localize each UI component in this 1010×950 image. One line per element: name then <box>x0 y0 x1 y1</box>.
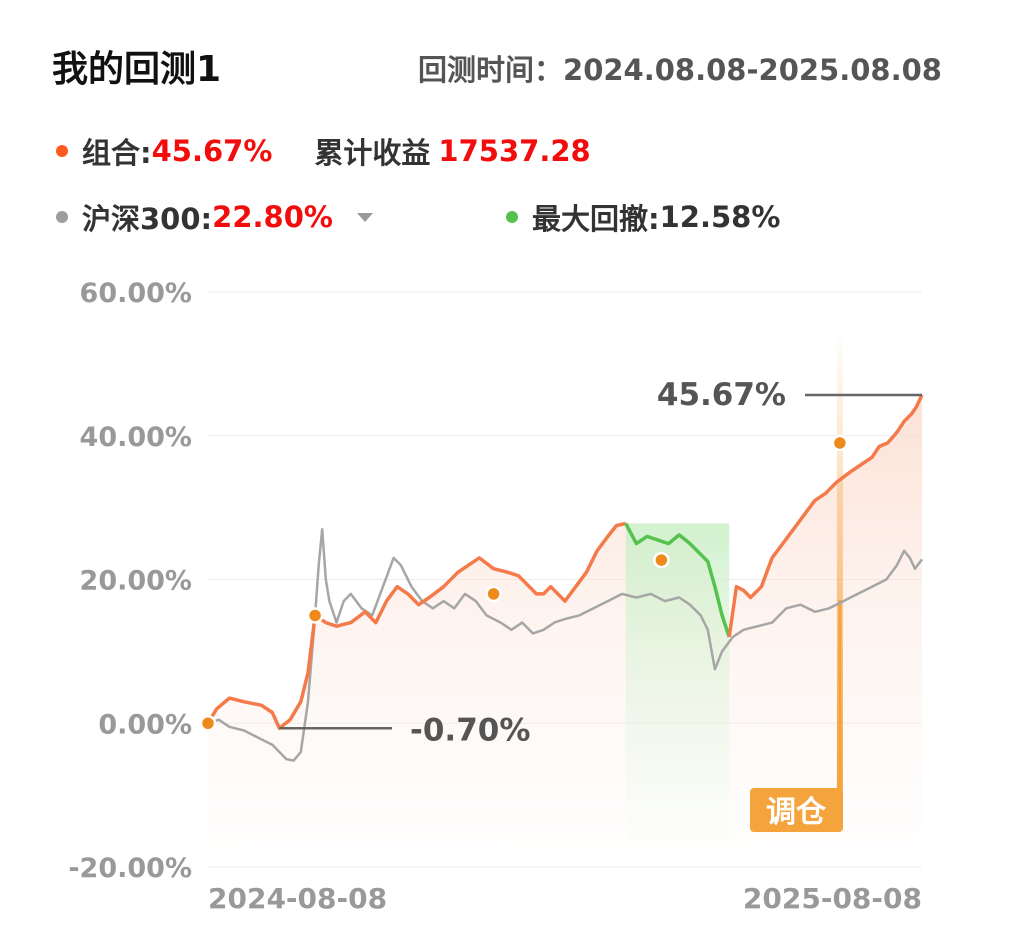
end-value-label: 45.67% <box>657 377 786 413</box>
y-tick-label: 20.00% <box>80 566 192 597</box>
x-axis: 2024-08-08 2025-08-08 <box>208 882 922 915</box>
rebalance-label: 调仓 <box>766 795 827 830</box>
x-tick-label: 2025-08-08 <box>743 882 922 915</box>
y-tick-label: -20.00% <box>68 853 192 884</box>
legend-drawdown: 最大回撤: 12.58% <box>506 196 780 238</box>
event-marker <box>485 585 502 603</box>
annotations: 45.67% -0.70% <box>279 377 922 748</box>
portfolio-label: 组合: <box>82 136 152 170</box>
event-marker <box>199 715 217 732</box>
drawdown-value: 12.58% <box>659 200 781 234</box>
legend-portfolio: 组合: 45.67% 累计收益 17537.28 <box>56 130 591 172</box>
event-marker <box>831 434 849 452</box>
drawdown-line <box>624 522 731 638</box>
drawdown-region <box>625 523 730 840</box>
x-tick-label: 2024-08-08 <box>208 882 387 915</box>
legend-benchmark[interactable]: 沪深300: 22.80% <box>56 196 373 238</box>
y-tick-label: 40.00% <box>80 422 192 453</box>
markers <box>199 434 849 732</box>
portfolio-line <box>206 521 627 731</box>
backtest-period: 回测时间：2024.08.08-2025.08.08 <box>418 47 942 89</box>
portfolio-return: 45.67% <box>151 134 273 168</box>
y-tick-label: 0.00% <box>98 709 192 740</box>
portfolio-series <box>206 394 924 731</box>
rebalance-line: 调仓 <box>750 330 843 832</box>
backtest-period-value: 2024.08.08-2025.08.08 <box>563 53 942 87</box>
min-value-label: -0.70% <box>410 712 530 748</box>
benchmark-series <box>207 527 923 762</box>
chevron-down-icon[interactable] <box>356 212 373 222</box>
benchmark-line <box>207 527 923 762</box>
drawdown-band <box>625 523 730 840</box>
drawdown-label: 最大回撤: <box>532 202 660 236</box>
backtest-period-label: 回测时间： <box>418 53 564 87</box>
benchmark-dot-icon <box>56 211 68 223</box>
event-marker <box>653 551 670 569</box>
portfolio-dot-icon <box>56 145 68 157</box>
drawdown-dot-icon <box>506 211 518 223</box>
portfolio-line <box>727 394 924 638</box>
cumulative-value: 17537.28 <box>438 134 591 168</box>
rebalance-glow <box>836 330 843 790</box>
rebalance-badge <box>750 788 843 832</box>
y-axis: 60.00% 40.00% 20.00% 0.00% -20.00% <box>68 278 192 884</box>
area-fill <box>208 395 922 867</box>
benchmark-return: 22.80% <box>212 200 333 234</box>
page-title: 我的回测1 <box>52 49 222 90</box>
y-tick-label: 60.00% <box>80 278 192 309</box>
cumulative-label: 累计收益 <box>314 136 431 170</box>
benchmark-label: 沪深300: <box>82 202 213 236</box>
event-marker <box>306 607 324 624</box>
portfolio-area <box>208 395 922 867</box>
